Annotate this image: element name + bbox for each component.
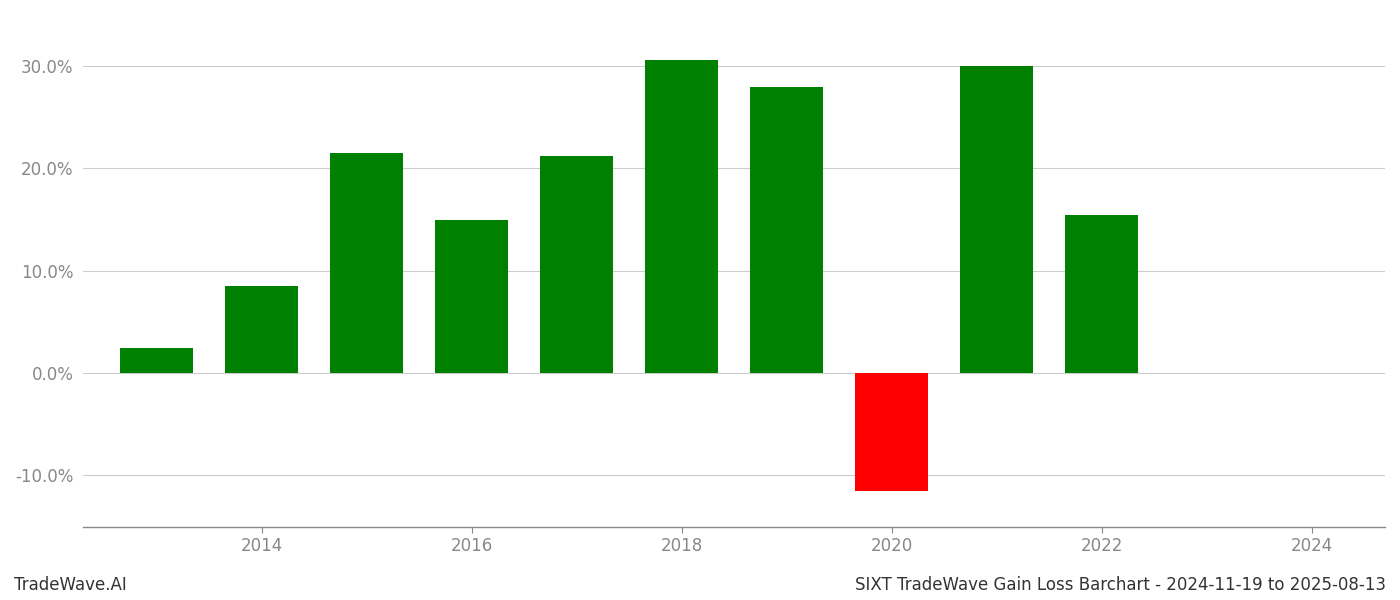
Text: TradeWave.AI: TradeWave.AI bbox=[14, 576, 127, 594]
Bar bbox=[750, 86, 823, 373]
Bar bbox=[330, 153, 403, 373]
Bar bbox=[1065, 215, 1138, 373]
Bar bbox=[225, 286, 298, 373]
Bar bbox=[540, 156, 613, 373]
Bar bbox=[120, 347, 193, 373]
Text: SIXT TradeWave Gain Loss Barchart - 2024-11-19 to 2025-08-13: SIXT TradeWave Gain Loss Barchart - 2024… bbox=[855, 576, 1386, 594]
Bar bbox=[435, 220, 508, 373]
Bar bbox=[645, 60, 718, 373]
Bar bbox=[960, 66, 1033, 373]
Bar bbox=[855, 373, 928, 491]
